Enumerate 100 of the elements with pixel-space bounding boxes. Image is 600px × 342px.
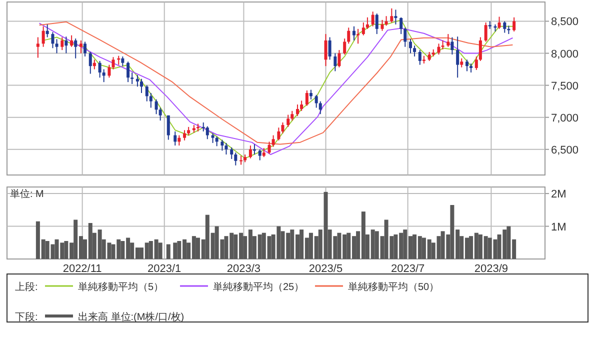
candlestick [437,43,440,56]
candlestick [362,22,365,36]
candlestick [474,56,478,70]
candlestick [334,52,337,72]
candlestick [290,110,294,122]
candlestick [296,104,300,117]
candlestick [268,141,271,154]
candlestick [272,134,275,148]
candlestick [366,16,369,30]
candlestick [46,24,49,38]
candlestick [88,51,92,74]
candlestick [384,16,388,26]
x-tick-label: 2023/1 [148,263,182,275]
candlestick [234,152,238,166]
candlestick [51,32,54,49]
candlestick [149,92,152,108]
candlestick [478,36,482,62]
candlestick [70,34,74,48]
x-tick-label: 2022/11 [62,263,102,275]
candlestick [126,61,130,83]
candlestick [338,50,341,68]
candlestick [211,132,214,144]
y-tick-label: 7,500 [551,80,579,92]
candlestick [230,146,234,160]
candlestick [36,36,40,58]
candlestick [98,60,102,78]
candlestick [215,136,218,147]
x-tick-label: 2023/5 [308,263,343,275]
candlestick [174,130,177,146]
candlestick [328,36,332,60]
candlestick [300,100,304,112]
candlestick [42,26,45,48]
candlestick [371,11,374,27]
candlestick [60,36,64,51]
candlestick [130,72,134,85]
candlestick [178,134,181,146]
y-tick-label: 8,000 [551,48,579,60]
x-tick-label: 2023/9 [474,263,508,275]
legend-label: 単純移動平均（50） [348,281,440,293]
candlestick [409,38,412,54]
candlestick [394,9,398,25]
candlestick [343,38,346,56]
candlestick [79,40,82,54]
bar [166,244,170,259]
candlestick [356,28,360,44]
candlestick [74,38,78,59]
legend-title: 下段: [15,311,38,323]
candlestick [136,74,139,88]
y-axis-title: 単位: M [10,188,44,200]
y-tick-label: 1M [551,221,566,234]
candlestick [456,36,460,78]
candlestick [92,59,96,70]
bar [173,242,178,259]
candlestick [305,90,308,106]
candlestick [281,122,284,134]
bar [158,242,162,259]
candlestick [400,16,403,35]
candlestick [248,145,252,159]
candlestick [277,127,280,141]
x-tick-label: 2023/3 [226,263,261,275]
candlestick [166,114,170,140]
candlestick [158,107,162,122]
candlestick [145,84,148,102]
candlestick [375,13,378,35]
candlestick [450,36,454,56]
candlestick [498,16,501,30]
candlestick [418,50,422,66]
candlestick [446,34,450,48]
candlestick [102,68,106,83]
candlestick [286,114,290,128]
candlestick [84,41,87,57]
candlestick [64,36,68,54]
y-tick-label: 6,500 [551,144,579,156]
candlestick [380,19,384,32]
candlestick [121,56,124,67]
candlestick [352,26,356,41]
legend-label: 単純移動平均（25） [213,281,304,293]
candlestick [318,100,322,115]
candlestick [220,139,224,152]
candlestick [413,45,416,57]
candlestick [224,142,228,155]
candlestick [140,78,143,94]
y-tick-label: 8,500 [551,16,579,28]
legend-title: 上段: [15,281,38,293]
candlestick [154,98,158,115]
candlestick [309,89,312,100]
candlestick [503,20,506,34]
candlestick [108,64,111,78]
candlestick [112,56,115,70]
candlestick [484,22,488,42]
candlestick [404,27,407,48]
candlestick [258,148,262,161]
y-tick-label: 7,000 [551,112,579,124]
candlestick [512,16,516,32]
candlestick [324,34,328,67]
candlestick [390,8,394,24]
x-tick-label: 2023/7 [390,263,425,275]
y-tick-label: 2M [551,188,566,201]
candlestick [314,94,318,108]
candlestick [55,38,58,54]
